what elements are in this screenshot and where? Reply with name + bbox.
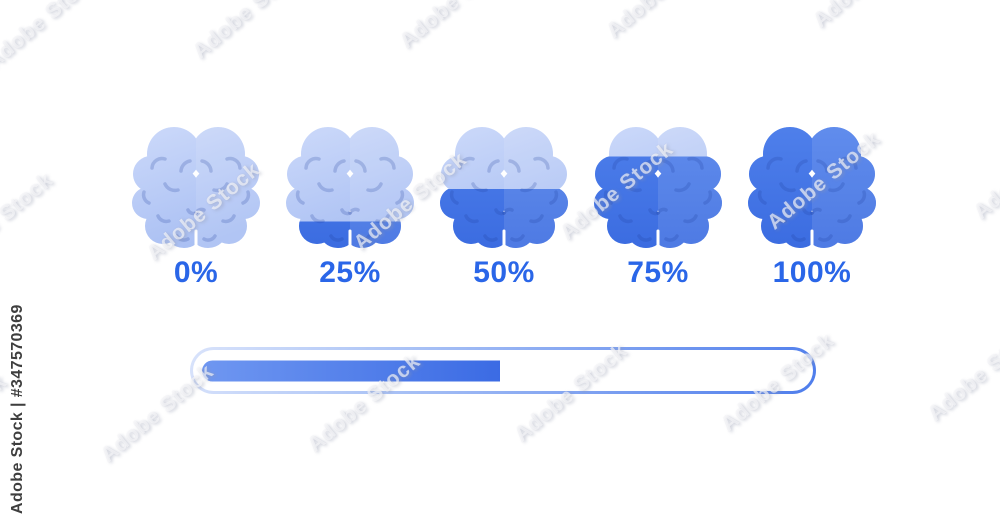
- brain-progress-item: 75%: [594, 124, 722, 288]
- watermark-text: Adobe Stock: [602, 0, 724, 43]
- watermark-text: Adobe Stock: [0, 168, 58, 276]
- watermark-text: Adobe Stock: [809, 0, 931, 33]
- brain-fold-lines: [603, 156, 713, 242]
- brain-progress-item: 0%: [132, 124, 260, 288]
- brain-progress-item: 25%: [286, 124, 414, 288]
- brain-percent-label: 50%: [473, 256, 535, 289]
- brain-percent-label: 75%: [627, 256, 689, 289]
- watermark-text: Adobe Stock: [188, 0, 311, 64]
- watermark-text: Adobe Stock: [0, 0, 104, 74]
- brain-icon: [440, 127, 568, 252]
- brain-icon: [748, 127, 876, 252]
- brain-progress-item: 100%: [748, 124, 876, 288]
- progress-bar-track: [193, 350, 813, 391]
- stock-credit-text: Adobe Stock | #347570369: [9, 304, 26, 514]
- watermark-text: Adobe Stock: [969, 117, 1000, 224]
- watermark-text: Adobe Stock: [396, 0, 518, 54]
- brain-percent-label: 0%: [173, 256, 219, 289]
- brain-fold-lines: [141, 156, 251, 242]
- brain-fold-lines: [449, 156, 559, 242]
- brain-progress-row: 0%: [132, 124, 876, 288]
- watermark-text: Adobe Stock: [923, 318, 1000, 426]
- brain-fold-lines: [757, 156, 867, 242]
- brain-icon: [132, 127, 260, 252]
- progress-bar: [190, 347, 816, 394]
- brain-percent-label: 25%: [319, 256, 381, 289]
- brain-icon: [286, 127, 414, 252]
- brain-progress-item: 50%: [440, 124, 568, 288]
- brain-fold-lines: [295, 156, 405, 242]
- progress-bar-fill: [202, 360, 500, 381]
- brain-percent-label: 100%: [772, 256, 852, 289]
- brain-icon: [594, 127, 722, 252]
